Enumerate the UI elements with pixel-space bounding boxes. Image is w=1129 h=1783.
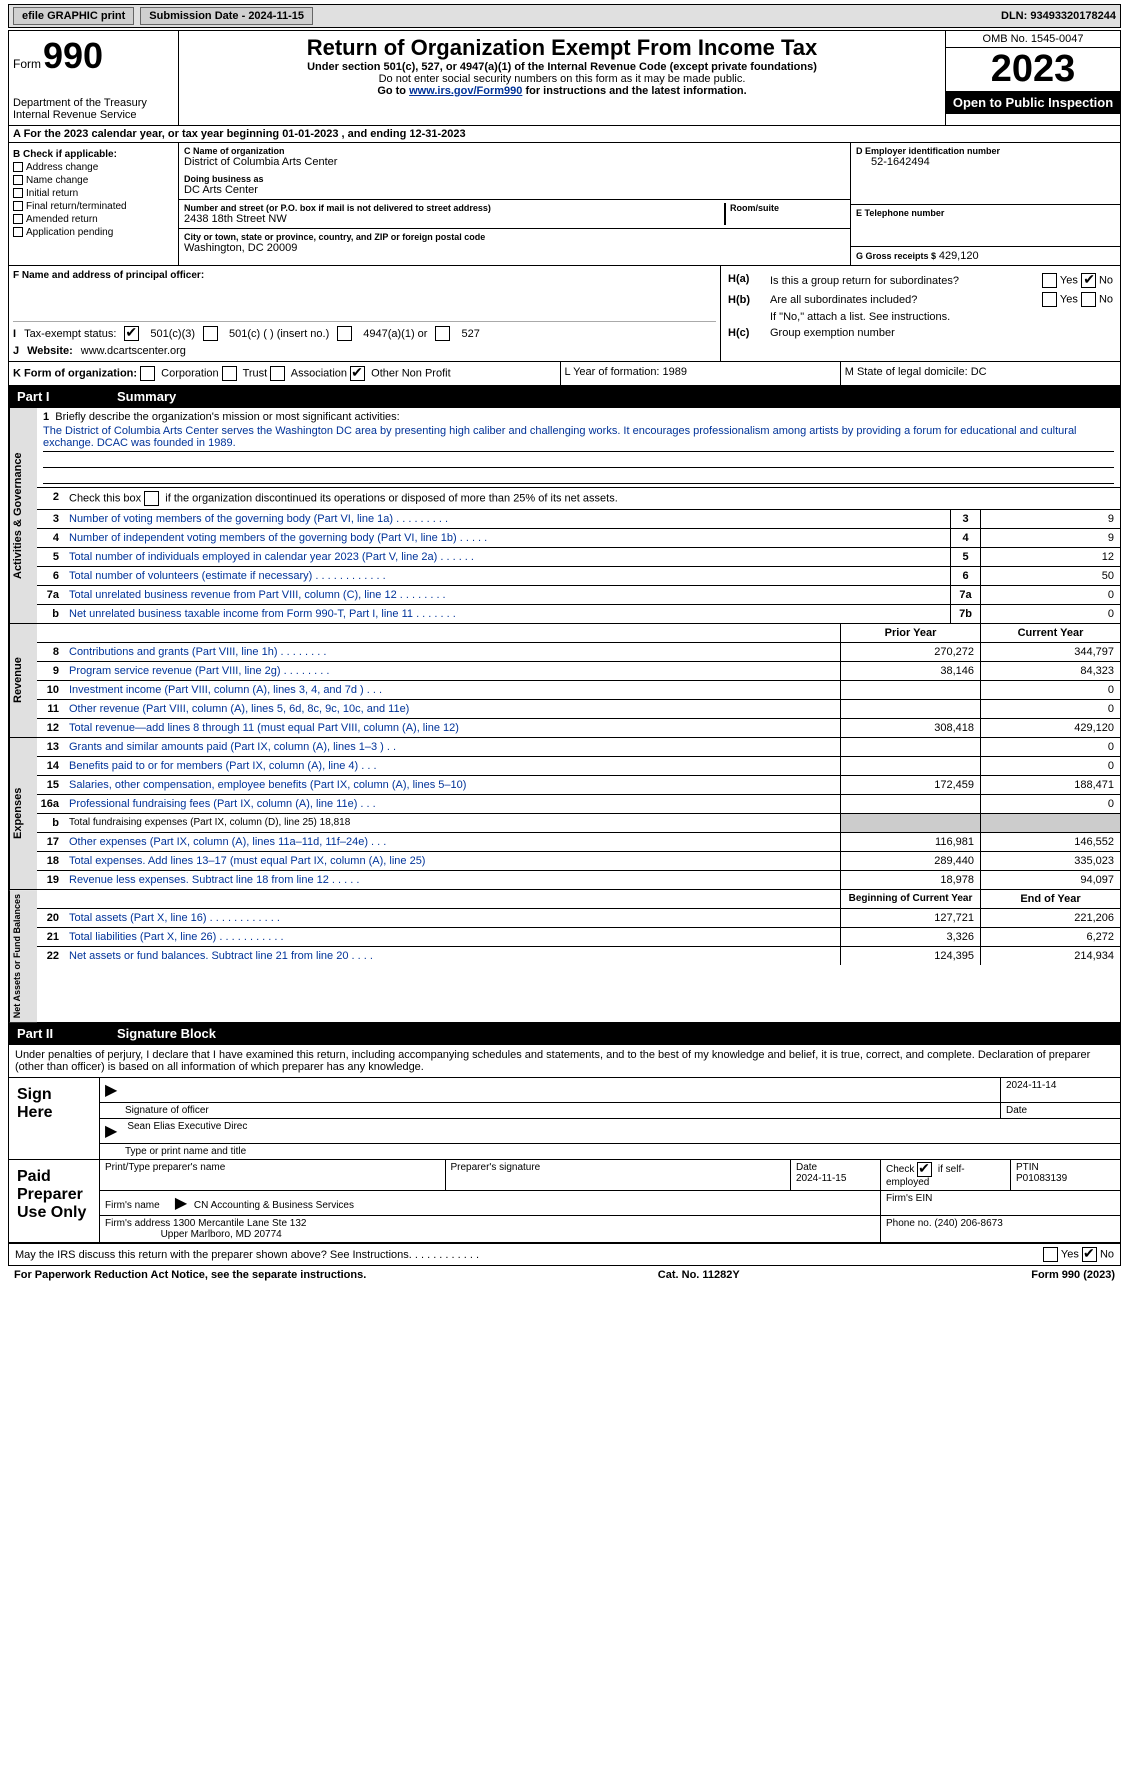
chk-501c3[interactable] <box>124 326 139 341</box>
submission-btn[interactable]: Submission Date - 2024-11-15 <box>140 7 313 25</box>
sec-rev: Revenue Prior YearCurrent Year 8Contribu… <box>8 624 1121 738</box>
title: Return of Organization Exempt From Incom… <box>187 35 937 61</box>
dept: Department of the Treasury Internal Reve… <box>13 97 174 121</box>
chk-4947[interactable] <box>337 326 352 341</box>
row-k: K Form of organization: Corporation Trus… <box>8 362 1121 386</box>
ha-yes[interactable] <box>1042 273 1057 288</box>
top-bar: efile GRAPHIC print Submission Date - 20… <box>8 4 1121 28</box>
chk-amend[interactable] <box>13 214 23 224</box>
part1-hdr: Part I Summary <box>8 386 1121 408</box>
f-label: F Name and address of principal officer: <box>13 270 716 281</box>
vlabel-ag: Activities & Governance <box>9 408 37 623</box>
g-label: G Gross receipts $ <box>856 251 936 261</box>
addr-label: Number and street (or P.O. box if mail i… <box>184 203 724 213</box>
chk-final[interactable] <box>13 201 23 211</box>
section-b-row: B Check if applicable: Address change Na… <box>8 143 1121 266</box>
chk-self[interactable] <box>917 1162 932 1177</box>
paid-prep: Paid Preparer Use Only <box>9 1160 99 1242</box>
chk-init[interactable] <box>13 188 23 198</box>
row-l: L Year of formation: 1989 <box>560 362 840 385</box>
d-val: 52-1642494 <box>856 156 1115 168</box>
chk-527[interactable] <box>435 326 450 341</box>
room-label: Room/suite <box>726 203 845 213</box>
form-number: 990 <box>43 35 103 77</box>
footer-paperwork: For Paperwork Reduction Act Notice, see … <box>8 1266 1121 1284</box>
addr: 2438 18th Street NW <box>184 213 724 225</box>
vlabel-rev: Revenue <box>9 624 37 737</box>
hb-no[interactable] <box>1081 292 1096 307</box>
sig-text: Under penalties of perjury, I declare th… <box>9 1045 1120 1077</box>
part2-hdr: Part II Signature Block <box>8 1023 1121 1045</box>
city: Washington, DC 20009 <box>184 242 845 254</box>
d-label: D Employer identification number <box>856 146 1115 156</box>
chk-assoc[interactable] <box>270 366 285 381</box>
sub3: Go to www.irs.gov/Form990 for instructio… <box>187 85 937 97</box>
hb-yes[interactable] <box>1042 292 1057 307</box>
sub2: Do not enter social security numbers on … <box>187 73 937 85</box>
efile-btn[interactable]: efile GRAPHIC print <box>13 7 134 25</box>
ha-no[interactable] <box>1081 273 1096 288</box>
s2-chk[interactable] <box>144 491 159 506</box>
i-lab: I <box>13 328 16 340</box>
form-label: Form <box>13 57 41 71</box>
chk-501c[interactable] <box>203 326 218 341</box>
vlabel-na: Net Assets or Fund Balances <box>9 890 37 1022</box>
mission-text: The District of Columbia Arts Center ser… <box>43 423 1114 452</box>
b-title: B Check if applicable: <box>13 149 174 160</box>
year: 2023 <box>946 48 1120 91</box>
row-m: M State of legal domicile: DC <box>840 362 1120 385</box>
sec-ag: Activities & Governance 1 Briefly descri… <box>8 408 1121 624</box>
chk-app[interactable] <box>13 227 23 237</box>
chk-other[interactable] <box>350 366 365 381</box>
chk-trust[interactable] <box>222 366 237 381</box>
j-lab: J <box>13 345 19 357</box>
chk-name[interactable] <box>13 175 23 185</box>
c-name: District of Columbia Arts Center <box>184 156 845 168</box>
omb: OMB No. 1545-0047 <box>946 31 1120 48</box>
header: Form 990 Department of the Treasury Inte… <box>8 30 1121 126</box>
city-label: City or town, state or province, country… <box>184 232 845 242</box>
e-label: E Telephone number <box>856 208 1115 218</box>
chk-corp[interactable] <box>140 366 155 381</box>
j-txt: Website: <box>27 345 73 357</box>
row-a: A For the 2023 calendar year, or tax yea… <box>8 126 1121 143</box>
c-dba: DC Arts Center <box>184 184 845 196</box>
discuss-no[interactable] <box>1082 1247 1097 1262</box>
g-val: 429,120 <box>939 250 979 262</box>
c-name-label: C Name of organization <box>184 146 845 156</box>
chk-addr[interactable] <box>13 162 23 172</box>
j-val: www.dcartscenter.org <box>81 345 186 357</box>
vlabel-exp: Expenses <box>9 738 37 889</box>
open-public: Open to Public Inspection <box>946 91 1120 114</box>
irs-link[interactable]: www.irs.gov/Form990 <box>409 85 522 97</box>
dln: DLN: 93493320178244 <box>1001 10 1116 22</box>
h-note: If "No," attach a list. See instructions… <box>769 310 1114 324</box>
sub1: Under section 501(c), 527, or 4947(a)(1)… <box>187 61 937 73</box>
c-dba-label: Doing business as <box>184 174 845 184</box>
i-txt: Tax-exempt status: <box>24 328 116 340</box>
discuss-yes[interactable] <box>1043 1247 1058 1262</box>
sig-block: Under penalties of perjury, I declare th… <box>8 1045 1121 1243</box>
section-fh: F Name and address of principal officer:… <box>8 266 1121 362</box>
sign-here: Sign Here <box>9 1078 99 1159</box>
sec-na: Net Assets or Fund Balances Beginning of… <box>8 890 1121 1023</box>
footer-discuss: May the IRS discuss this return with the… <box>8 1243 1121 1266</box>
sec-exp: Expenses 13Grants and similar amounts pa… <box>8 738 1121 890</box>
